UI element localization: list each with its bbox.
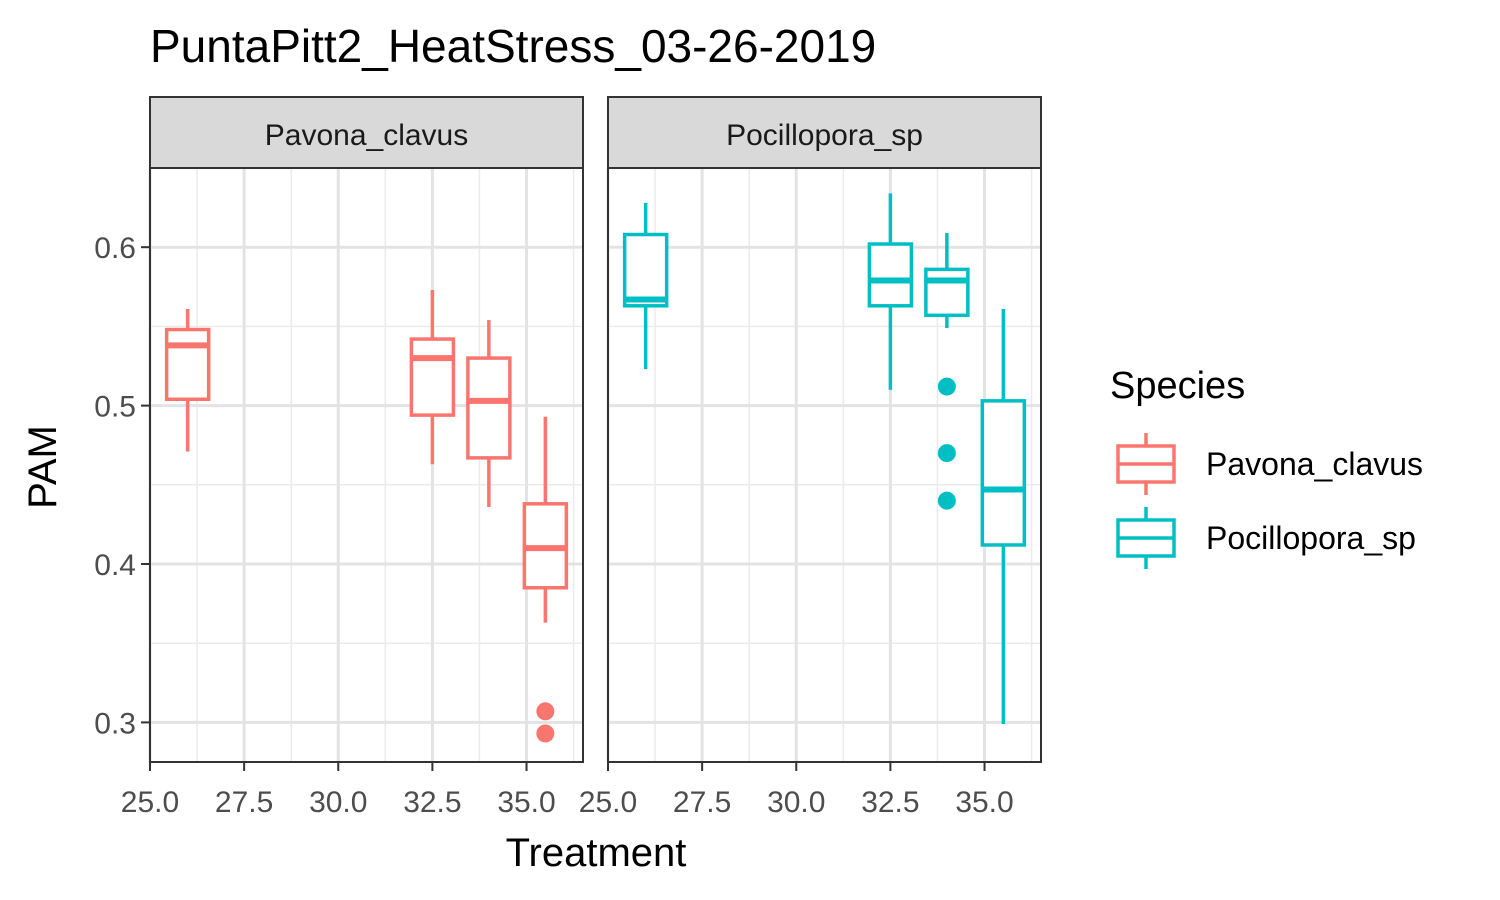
- outlier-point: [937, 377, 956, 396]
- x-axis-label: Treatment: [506, 831, 687, 875]
- facet-strip: [607, 96, 1042, 169]
- box-body: [409, 337, 456, 417]
- box-0-0: [164, 308, 211, 452]
- box-1-3: [980, 308, 1027, 724]
- outlier-point: [536, 702, 555, 721]
- x-tick-label: 30.0: [767, 786, 825, 819]
- box-1-0: [622, 202, 669, 370]
- x-tick-label: 35.0: [955, 786, 1013, 819]
- box-1-1: [867, 193, 914, 390]
- y-axis-label: PAM: [21, 425, 65, 509]
- y-tick-label: 0.3: [94, 707, 136, 740]
- legend-item-1: Pocillopora_sp: [1116, 507, 1416, 569]
- legend-title: Species: [1110, 365, 1245, 407]
- box-body: [164, 327, 211, 402]
- outlier-point: [536, 724, 555, 743]
- x-tick-label: 30.0: [309, 786, 367, 819]
- x-tick-label: 25.0: [121, 786, 179, 819]
- facet-panel-0: Pavona_clavus 25.0 27.5 30.0 32.5 35.0 0.3 0.4 0…: [94, 96, 584, 819]
- box-0-2: [466, 320, 512, 507]
- chart-title: PuntaPitt2_HeatStress_03-26-2019: [150, 20, 876, 72]
- facet-panel-1: Pocillopora_sp 25.0 27.5 30.0 32.5 35.0: [579, 96, 1042, 819]
- y-tick-label: 0.4: [94, 549, 136, 582]
- facet-strip: [149, 96, 584, 169]
- box-body: [980, 399, 1027, 547]
- x-tick-label: 27.5: [215, 786, 273, 819]
- y-tick-label: 0.6: [94, 232, 136, 265]
- x-tick-label: 27.5: [673, 786, 731, 819]
- outlier-point: [937, 491, 956, 510]
- box-0-3: [522, 416, 569, 743]
- x-tick-label: 35.0: [497, 786, 555, 819]
- facet-strip-label: Pocillopora_sp: [726, 119, 923, 152]
- legend-item-label: Pocillopora_sp: [1206, 520, 1416, 556]
- outlier-point: [937, 444, 956, 463]
- x-tick-label: 32.5: [403, 786, 461, 819]
- x-tick-label: 25.0: [579, 786, 637, 819]
- panel-background: [608, 168, 1041, 762]
- x-tick-label: 32.5: [861, 786, 919, 819]
- box-body: [466, 356, 512, 460]
- legend-item-label: Pavona_clavus: [1206, 446, 1423, 482]
- facet-panels: Pavona_clavus 25.0 27.5 30.0 32.5 35.0 0.3 0.4 0…: [94, 96, 1042, 819]
- facet-strip-label: Pavona_clavus: [265, 119, 468, 152]
- box-0-1: [409, 289, 456, 465]
- legend: Species Pavona_clavus Pocillopora_sp: [1110, 365, 1423, 569]
- box-body: [924, 267, 970, 318]
- panel-background: [150, 168, 583, 762]
- y-tick-label: 0.5: [94, 391, 136, 424]
- box-1-2: [924, 232, 970, 510]
- box-body: [867, 242, 914, 308]
- box-body: [622, 232, 669, 308]
- legend-item-0: Pavona_clavus: [1116, 433, 1423, 495]
